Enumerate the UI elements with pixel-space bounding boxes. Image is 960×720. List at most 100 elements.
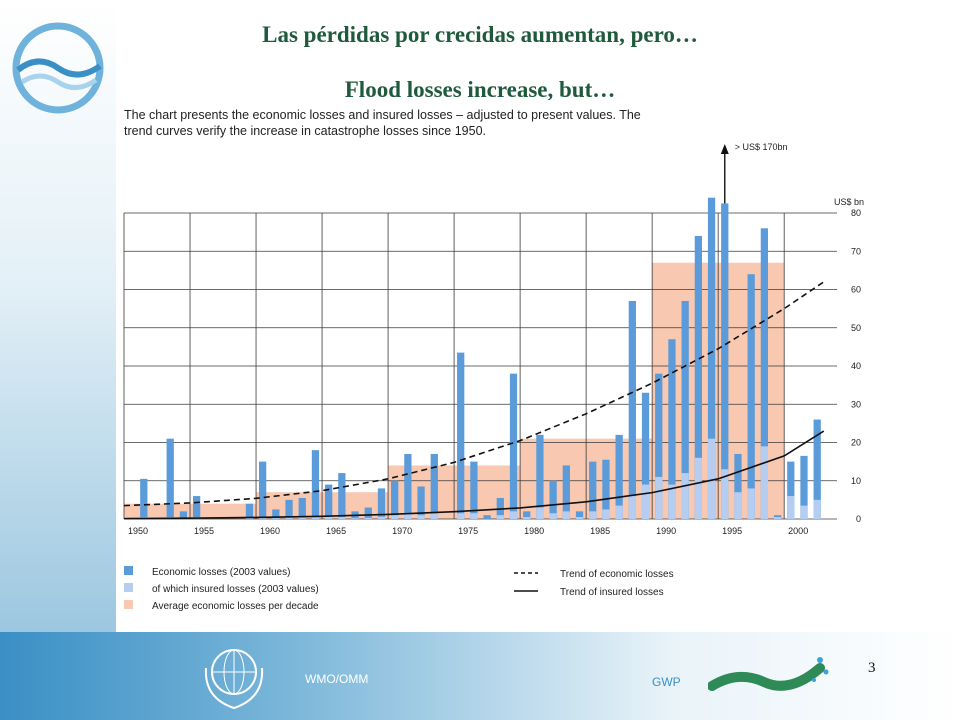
bar-economic-loss	[549, 480, 557, 519]
bar-economic-loss	[391, 480, 399, 519]
bar-economic-loss	[760, 228, 769, 520]
legend-swatch	[124, 600, 133, 609]
legend-swatch	[124, 583, 133, 592]
bar-economic-loss	[747, 274, 755, 519]
bar-economic-loss	[298, 497, 306, 519]
bar-insured-loss	[562, 511, 570, 519]
bar-insured-loss	[549, 513, 557, 519]
y-axis-label: US$ bn	[834, 197, 864, 207]
bar-economic-loss	[641, 392, 650, 519]
bar-economic-loss	[589, 461, 597, 519]
bar-economic-loss	[377, 488, 386, 519]
bar-economic-loss	[694, 235, 702, 519]
slide-title-english: Flood losses increase, but…	[344, 77, 616, 102]
bar-economic-loss	[575, 511, 584, 519]
bar-insured-loss	[496, 515, 504, 519]
bar-insured-loss	[311, 517, 320, 519]
bar-economic-loss	[192, 496, 201, 519]
bar-insured-loss	[655, 476, 663, 519]
bar-insured-loss	[615, 505, 623, 519]
bar-economic-loss	[259, 461, 267, 519]
legend-item: Economic losses (2003 values)	[124, 566, 290, 578]
bar-economic-loss	[668, 339, 676, 519]
bar-economic-loss	[655, 373, 663, 519]
x-tick-label: 1975	[458, 526, 478, 536]
x-tick-label: 1980	[524, 526, 544, 536]
bar-economic-loss	[166, 438, 174, 519]
bar-economic-loss	[523, 511, 531, 519]
bar-insured-loss	[325, 516, 333, 519]
bar-insured-loss	[523, 517, 531, 519]
off-scale-annotation: > US$ 170bn	[735, 142, 788, 152]
slide-title-spanish: Las pérdidas por crecidas aumentan, pero…	[262, 22, 698, 47]
bar-economic-loss	[721, 203, 729, 519]
bar-economic-loss	[483, 515, 491, 519]
x-tick-label: 1965	[326, 526, 346, 536]
x-tick-label: 1950	[128, 526, 148, 536]
bar-insured-loss	[351, 518, 359, 519]
legend-label: of which insured losses (2003 values)	[152, 584, 319, 595]
bar-insured-loss	[338, 517, 346, 519]
bar-insured-loss	[747, 488, 755, 519]
bar-insured-loss	[417, 515, 425, 519]
y-tick-label: 10	[851, 476, 861, 486]
water-drop-logo	[12, 22, 104, 114]
legend-item: Average economic losses per decade	[124, 600, 319, 612]
bar-economic-loss	[734, 453, 742, 519]
bar-insured-loss	[575, 517, 584, 519]
bar-insured-loss	[787, 496, 795, 519]
bar-insured-loss	[694, 457, 702, 519]
x-tick-label: 1960	[260, 526, 280, 536]
bar-economic-loss	[285, 499, 293, 519]
bar-insured-loss	[668, 484, 676, 519]
bar-economic-loss	[509, 373, 518, 519]
flood-losses-chart-panel: The chart presents the economic losses a…	[116, 100, 874, 625]
x-tick-label: 1985	[590, 526, 610, 536]
bar-insured-loss	[470, 513, 478, 519]
y-tick-label: 60	[851, 285, 861, 295]
wmo-label: WMO/OMM	[305, 672, 369, 686]
bar-economic-loss	[536, 434, 544, 519]
legend-item: Trend of economic losses	[514, 569, 674, 580]
y-tick-label: 40	[851, 361, 861, 371]
legend-label: Economic losses (2003 values)	[152, 567, 290, 578]
left-decor-band	[0, 0, 116, 632]
bar-insured-loss	[589, 511, 597, 519]
y-tick-label: 20	[851, 438, 861, 448]
bar-economic-loss	[417, 486, 425, 519]
wmo-emblem-icon	[204, 649, 264, 710]
bar-insured-loss	[536, 507, 544, 519]
bar-economic-loss	[311, 450, 320, 519]
bar-economic-loss	[813, 419, 821, 519]
x-tick-label: 1970	[392, 526, 412, 536]
page-number: 3	[868, 660, 876, 676]
bar-economic-loss	[628, 300, 636, 519]
bar-insured-loss	[298, 517, 306, 519]
bar-insured-loss	[364, 517, 372, 519]
legend-item: of which insured losses (2003 values)	[124, 583, 319, 595]
bar-economic-loss	[562, 465, 570, 519]
y-tick-label: 0	[856, 514, 861, 524]
bar-insured-loss	[681, 473, 689, 519]
bar-insured-loss	[721, 469, 729, 519]
bar-insured-loss	[734, 492, 742, 519]
bar-economic-loss	[430, 453, 438, 519]
bar-economic-loss	[245, 503, 254, 519]
flood-losses-chart: The chart presents the economic losses a…	[123, 108, 864, 612]
bar-economic-loss	[681, 300, 689, 519]
legend-swatch	[124, 566, 133, 575]
y-tick-label: 70	[851, 246, 861, 256]
bar-insured-loss	[760, 446, 769, 519]
trend-line-economic	[123, 281, 825, 507]
chart-caption-line: The chart presents the economic losses a…	[124, 108, 641, 122]
x-tick-label: 1995	[722, 526, 742, 536]
bar-economic-loss	[179, 511, 188, 519]
legend-item: Trend of insured losses	[514, 587, 664, 598]
chart-caption-line: trend curves verify the increase in cata…	[124, 124, 486, 138]
bar-economic-loss	[325, 484, 333, 519]
bar-insured-loss	[245, 517, 254, 519]
y-tick-label: 30	[851, 399, 861, 409]
x-tick-label: 1955	[194, 526, 214, 536]
legend-label: Average economic losses per decade	[152, 601, 319, 612]
bar-insured-loss	[509, 511, 518, 519]
